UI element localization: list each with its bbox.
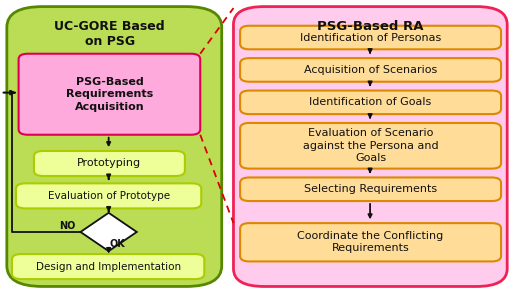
FancyBboxPatch shape [18, 54, 200, 135]
FancyBboxPatch shape [240, 178, 501, 201]
FancyBboxPatch shape [34, 151, 185, 176]
Text: PSG-Based
Requirements
Acquisition: PSG-Based Requirements Acquisition [66, 77, 153, 112]
Text: UC-GORE Based
on PSG: UC-GORE Based on PSG [54, 20, 165, 48]
Text: Evaluation of Prototype: Evaluation of Prototype [48, 191, 170, 201]
Text: Acquisition of Scenarios: Acquisition of Scenarios [304, 65, 437, 75]
Text: Evaluation of Scenario
against the Persona and
Goals: Evaluation of Scenario against the Perso… [303, 128, 439, 163]
FancyBboxPatch shape [12, 254, 204, 279]
FancyBboxPatch shape [233, 7, 507, 287]
FancyBboxPatch shape [240, 123, 501, 169]
Text: OK: OK [109, 239, 125, 249]
Text: Design and Implementation: Design and Implementation [35, 262, 181, 272]
Text: Selecting Requirements: Selecting Requirements [304, 184, 437, 194]
Text: Coordinate the Conflicting
Requirements: Coordinate the Conflicting Requirements [298, 231, 444, 253]
FancyBboxPatch shape [240, 223, 501, 261]
FancyBboxPatch shape [240, 58, 501, 82]
FancyBboxPatch shape [16, 183, 201, 208]
Text: Identification of Personas: Identification of Personas [300, 33, 441, 43]
Text: Identification of Goals: Identification of Goals [309, 97, 432, 107]
Text: NO: NO [59, 221, 75, 231]
FancyBboxPatch shape [240, 26, 501, 49]
Text: PSG-Based RA: PSG-Based RA [317, 20, 423, 33]
FancyBboxPatch shape [7, 7, 222, 287]
Text: Prototyping: Prototyping [77, 158, 142, 168]
Polygon shape [81, 213, 137, 251]
FancyBboxPatch shape [240, 91, 501, 114]
